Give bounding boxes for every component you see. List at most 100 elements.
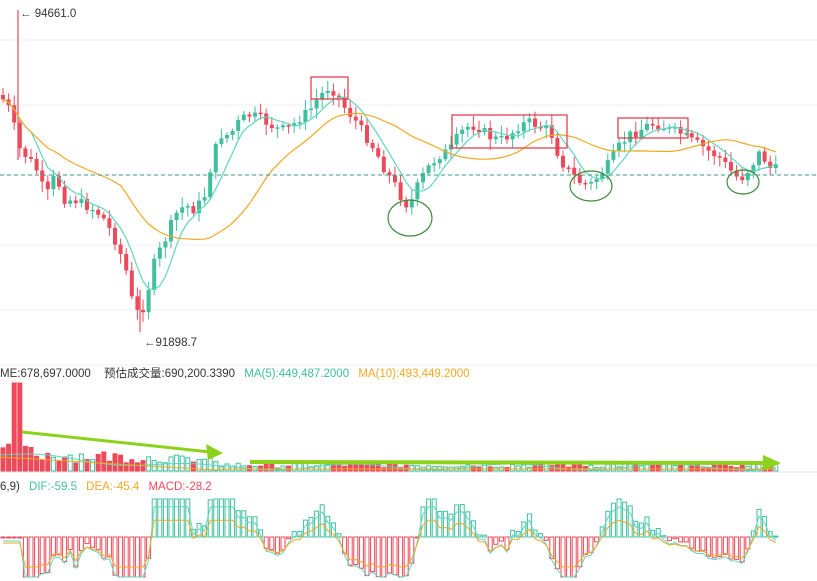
candle-body (174, 212, 179, 221)
macd-bar (319, 504, 325, 538)
candle-body (432, 163, 437, 166)
candle-body (236, 120, 241, 131)
macd-bar (566, 536, 572, 578)
macd-bar (431, 498, 437, 538)
macd-bar (314, 510, 320, 538)
macd-bar (106, 536, 112, 558)
candle-body (29, 156, 33, 159)
macd-bar (269, 536, 275, 551)
candle-body (633, 131, 638, 138)
volume-bar (610, 463, 616, 472)
macd-bar (325, 515, 331, 538)
volume-bar (190, 461, 196, 472)
macd-bar (521, 521, 527, 538)
macd-bar (207, 499, 213, 538)
volume-bar (224, 463, 230, 472)
volume-bar (291, 462, 297, 472)
candle-body (717, 156, 722, 158)
macd-bar (370, 536, 376, 573)
volume-legend-ma10: MA(10):493,449.2000 (358, 368, 469, 380)
macd-legend: 6,9) DIF:-59.5 DEA:-45.4 MACD:-28.2 (0, 481, 212, 493)
candle-body (225, 134, 229, 139)
macd-bar (129, 536, 135, 578)
candle-body (331, 91, 336, 96)
volume-bar (560, 463, 566, 472)
macd-bar (174, 498, 180, 538)
candle-body (281, 125, 285, 128)
macd-bar (616, 498, 622, 538)
candle-body (292, 123, 297, 127)
volume-bars (0, 382, 779, 472)
macd-bar (678, 536, 684, 543)
candle-body (510, 133, 515, 140)
candle-body (404, 200, 409, 208)
macd-bar (151, 498, 157, 538)
candle-body (544, 125, 549, 129)
volume-bar (84, 459, 90, 472)
macd-bar (330, 522, 336, 538)
macd-bar (246, 516, 252, 538)
volume-bar (470, 465, 476, 472)
volume-bar (0, 447, 6, 472)
volume-bar (73, 462, 79, 472)
volume-bar (521, 464, 527, 472)
volume-bar (112, 453, 118, 472)
macd-bar (515, 530, 521, 538)
candle-body (471, 126, 476, 130)
macd-bar (291, 531, 297, 538)
macd-bar (459, 504, 465, 538)
candle-body (12, 105, 17, 123)
volume-bar (426, 465, 432, 472)
candle-body (342, 96, 347, 108)
volume-bar (672, 465, 678, 472)
macd-legend-dif: DIF:-59.5 (29, 481, 77, 493)
candle-body (202, 197, 207, 201)
candle-body (426, 165, 431, 174)
candle-body (516, 131, 521, 134)
macd-bar (28, 536, 34, 578)
candle-body (695, 137, 700, 140)
macd-bar (73, 536, 79, 568)
highlight-circle (569, 170, 613, 202)
candle-body (460, 129, 465, 135)
volume-bar (605, 463, 611, 472)
candle-body (264, 113, 269, 125)
volume-bar (123, 462, 129, 472)
candle-body (689, 133, 694, 138)
trend-arrow-line (21, 430, 211, 454)
macd-bar (493, 536, 499, 545)
candle-body (768, 161, 773, 169)
candle-body (773, 164, 778, 169)
highlight-box (310, 76, 349, 100)
candle-body (90, 209, 95, 212)
candle-body (141, 309, 145, 313)
volume-ma10-line (0, 456, 776, 471)
volume-bar (325, 464, 331, 472)
macd-bar (224, 498, 230, 538)
candle-body (684, 133, 689, 135)
candle-body (639, 129, 644, 138)
highlight-box (451, 114, 568, 149)
volume-bar (375, 463, 381, 472)
macd-bar (722, 536, 728, 555)
macd-bar (767, 531, 773, 538)
candle-body (107, 218, 112, 228)
volume-bar (185, 457, 191, 472)
candle-body (622, 142, 627, 144)
macd-bar (39, 536, 45, 575)
candle-body (555, 137, 560, 156)
candle-body (549, 125, 554, 138)
macd-bar (17, 536, 23, 539)
macd-bar (717, 536, 723, 557)
macd-bar (185, 498, 191, 538)
candle-body (734, 170, 739, 177)
candle-body (73, 200, 78, 204)
macd-bar (442, 510, 448, 538)
volume-bar (134, 462, 140, 472)
macd-bar (101, 536, 107, 559)
candle-body (740, 176, 745, 181)
macd-bar (90, 536, 96, 548)
candle-body (370, 142, 375, 149)
volume-bar (146, 456, 152, 472)
macd-bar (465, 511, 471, 538)
